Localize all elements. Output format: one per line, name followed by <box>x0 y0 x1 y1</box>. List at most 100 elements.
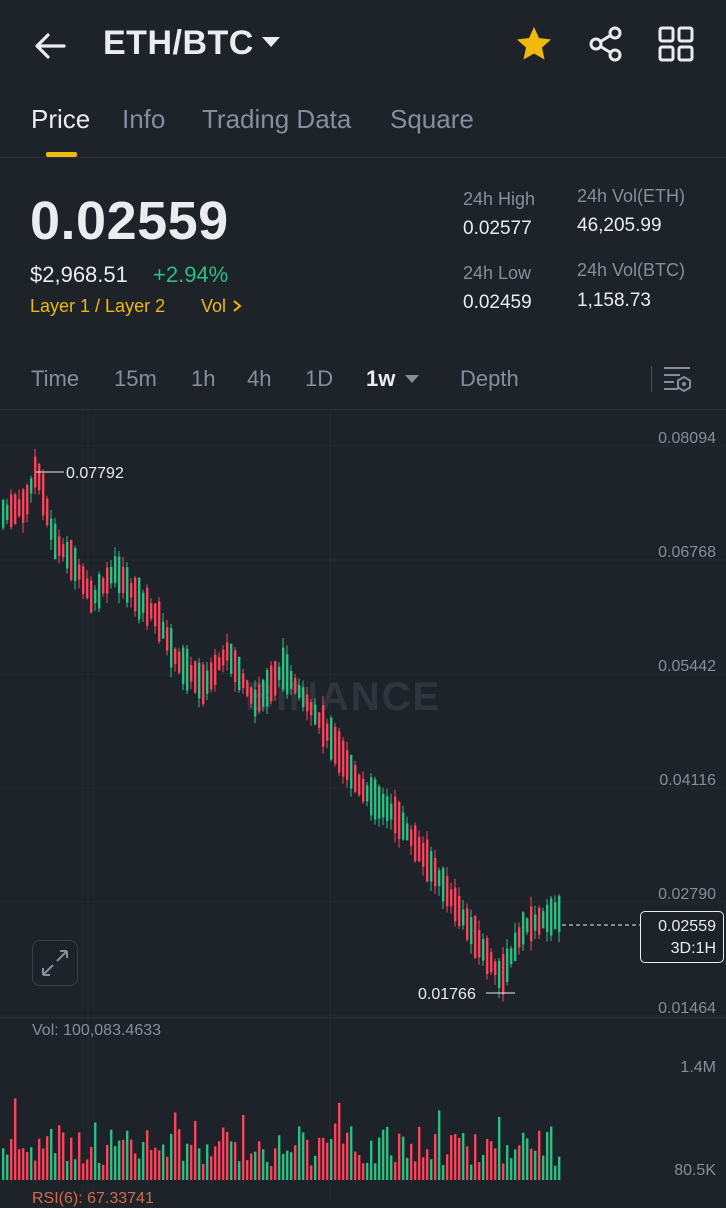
volume-bar <box>50 1128 53 1180</box>
volume-bar <box>410 1143 413 1180</box>
volume-bar <box>318 1137 321 1180</box>
tab-trading-data[interactable]: Trading Data <box>202 104 352 134</box>
volume-bar <box>142 1142 145 1180</box>
candle-body <box>118 556 121 594</box>
candle-body <box>190 664 193 682</box>
volume-bar <box>22 1148 25 1180</box>
volume-bar <box>126 1130 129 1180</box>
chart-settings-icon[interactable] <box>662 364 694 394</box>
interval-1h[interactable]: 1h <box>191 366 216 391</box>
price-tick-label: 0.01464 <box>658 1000 716 1017</box>
low-24h-label: 24h Low <box>463 263 532 283</box>
volume-bar <box>334 1123 337 1180</box>
candle-body <box>286 654 289 695</box>
candle-body <box>22 489 25 523</box>
volume-bar <box>102 1164 105 1180</box>
candle-body <box>270 665 273 702</box>
candle-body <box>90 580 93 613</box>
candle-body <box>466 908 469 940</box>
candle-body <box>266 670 269 707</box>
candle-body <box>506 948 509 982</box>
volume-bar <box>194 1120 197 1180</box>
candle-body <box>242 673 245 689</box>
candle-body <box>482 939 485 961</box>
candle-body <box>494 961 497 976</box>
more-apps-grid-icon[interactable] <box>656 24 696 64</box>
chevron-down-icon[interactable] <box>262 37 280 47</box>
candle-body <box>246 680 249 697</box>
interval-1d[interactable]: 1D <box>305 366 334 391</box>
candle-body <box>222 649 225 666</box>
high-marker: 0.07792 <box>36 465 124 482</box>
current-price-value: 0.02559 <box>658 918 716 935</box>
category-tag[interactable]: Layer 1 / Layer 2 <box>30 296 166 316</box>
volume-bar <box>30 1147 33 1180</box>
tab-price[interactable]: Price <box>31 104 91 134</box>
high-marker-label: 0.07792 <box>66 465 124 482</box>
fullscreen-button[interactable] <box>32 940 78 986</box>
volume-bar <box>478 1162 481 1180</box>
candle-body <box>478 930 481 958</box>
candle-body <box>514 932 517 961</box>
candle-body <box>134 577 137 612</box>
interval-15m[interactable]: 15m <box>114 366 157 391</box>
candle-body <box>106 567 109 594</box>
volume-bar <box>222 1127 225 1180</box>
share-icon[interactable] <box>586 24 626 64</box>
candle-body <box>230 643 233 674</box>
volume-bar <box>502 1163 505 1180</box>
candle-body <box>234 650 237 683</box>
volume-axis-bottom: 80.5K <box>674 1162 716 1179</box>
interval-depth[interactable]: Depth <box>460 366 519 391</box>
candle-body <box>10 494 13 528</box>
volume-bar <box>522 1132 525 1180</box>
candle-body <box>430 851 433 882</box>
interval-dropdown-icon[interactable] <box>405 375 419 383</box>
volume-bar <box>498 1116 501 1180</box>
tab-info[interactable]: Info <box>122 104 166 134</box>
interval-4h[interactable]: 4h <box>247 366 272 391</box>
tab-square[interactable]: Square <box>390 104 474 134</box>
pair-selector[interactable]: ETH/BTC <box>103 24 254 62</box>
interval-1w[interactable]: 1w <box>366 366 396 391</box>
price-axis: 0.08094 0.06768 0.05442 0.04116 0.02790 0.014… <box>658 430 716 1017</box>
candle-body <box>546 904 549 933</box>
volume-bar <box>122 1139 125 1180</box>
volume-bar <box>158 1150 161 1180</box>
interval-time[interactable]: Time <box>31 366 80 391</box>
candle-body <box>510 948 513 964</box>
volume-bar <box>90 1146 93 1180</box>
volume-bar <box>558 1156 561 1180</box>
volume-bar <box>118 1140 121 1180</box>
candle-body <box>446 876 449 907</box>
volume-bar <box>66 1160 69 1180</box>
volume-bar <box>254 1151 257 1180</box>
volume-bar <box>454 1134 457 1180</box>
candle-body <box>26 485 29 515</box>
vol-tag[interactable]: Vol <box>201 296 243 317</box>
candle-body <box>502 954 505 995</box>
volume-bar <box>438 1110 441 1180</box>
candle-body <box>62 544 65 558</box>
candle-body <box>454 887 457 922</box>
back-arrow-icon[interactable] <box>30 26 70 66</box>
divider <box>651 366 652 392</box>
candle-body <box>6 504 9 520</box>
candle-body <box>418 836 421 862</box>
candle-body <box>158 601 161 642</box>
candle-body <box>166 627 169 651</box>
volume-bar <box>150 1149 153 1180</box>
volume-bar <box>402 1136 405 1180</box>
volume-bar <box>162 1144 165 1180</box>
candle-body <box>390 803 393 820</box>
candle-body <box>542 911 545 929</box>
candle-body <box>206 670 209 694</box>
favorite-star-icon[interactable] <box>514 24 554 64</box>
volume-bar <box>518 1145 521 1180</box>
candlestick-chart[interactable]: BINANCE 0.08094 0.06768 0.05442 0.04116 0.02… <box>0 410 726 1200</box>
candle-body <box>486 938 489 974</box>
volume-bar <box>38 1138 41 1180</box>
volume-bar <box>6 1154 9 1180</box>
candle-body <box>402 812 405 840</box>
volume-bar <box>306 1139 309 1180</box>
